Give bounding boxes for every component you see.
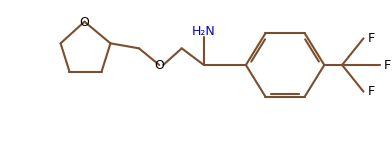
- Text: F: F: [367, 32, 375, 45]
- Text: H₂N: H₂N: [192, 25, 216, 38]
- Text: O: O: [154, 59, 164, 71]
- Text: F: F: [383, 59, 391, 71]
- Text: O: O: [80, 16, 89, 29]
- Text: F: F: [367, 85, 375, 98]
